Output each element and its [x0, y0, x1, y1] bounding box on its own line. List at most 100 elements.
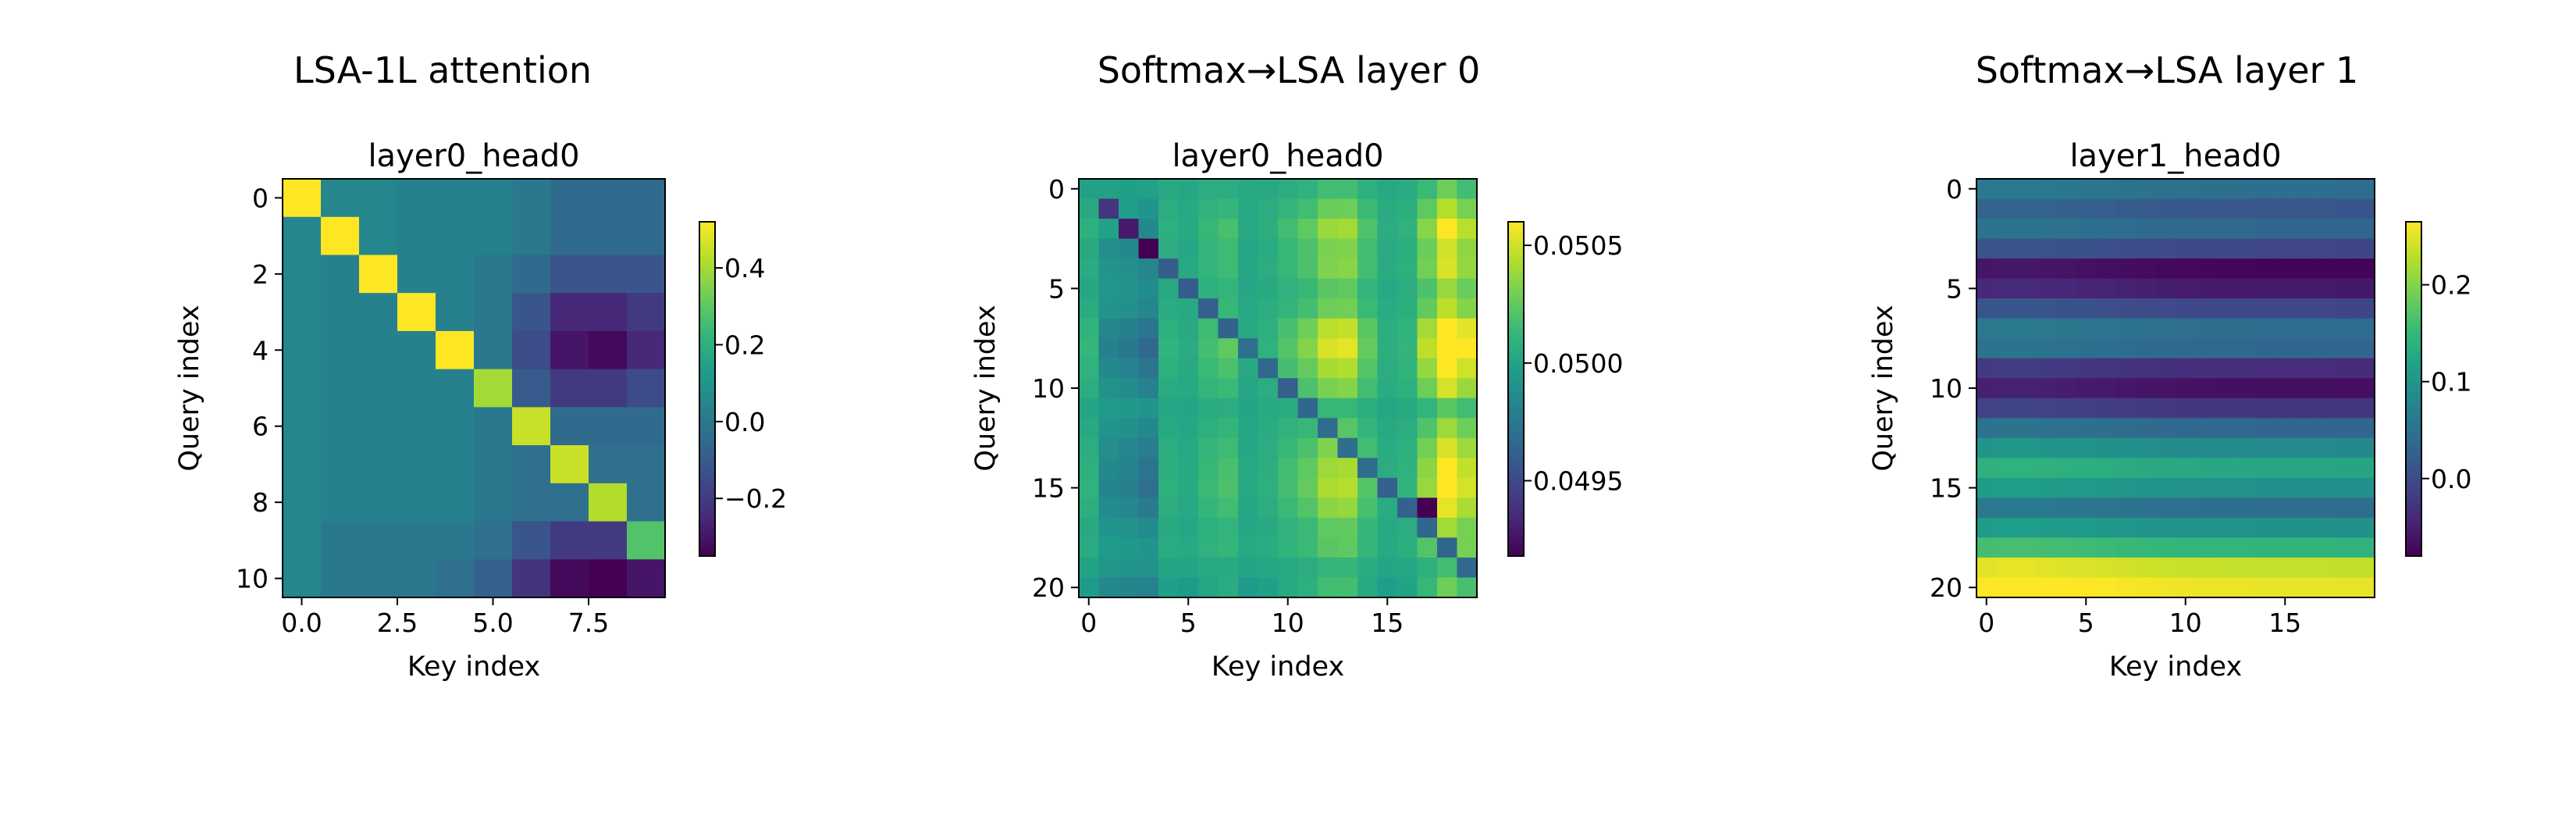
heatmap-cell [1996, 338, 2017, 359]
heatmap-cell [1437, 238, 1458, 259]
axes-title: layer0_head0 [368, 138, 579, 174]
y-axis-label: Query index [174, 305, 205, 471]
heatmap-cell [2354, 219, 2375, 240]
heatmap-cell [2335, 497, 2356, 519]
heatmap-cell [2096, 477, 2117, 498]
panel-title-softmax-lsa-layer-0: Softmax→LSA layer 0 [1098, 49, 1481, 91]
heatmap-cell [2275, 477, 2296, 498]
heatmap-cell [2255, 458, 2276, 479]
heatmap-cell [283, 369, 322, 408]
heatmap-cell [1079, 437, 1100, 458]
heatmap-cell [1278, 378, 1299, 399]
heatmap-cell [1996, 497, 2017, 519]
heatmap-cell [1397, 219, 1418, 240]
heatmap-cell [1397, 398, 1418, 419]
heatmap-cell [2076, 577, 2097, 598]
heatmap-cell [2115, 298, 2137, 319]
heatmap-cell [436, 445, 475, 484]
y-tick-label: 0 [1048, 174, 1065, 205]
heatmap-cell [1976, 198, 1998, 219]
heatmap-cell [589, 179, 628, 218]
heatmap-cell [1258, 398, 1279, 419]
heatmap-cell [1397, 517, 1418, 539]
heatmap-cell [2096, 458, 2117, 479]
heatmap-cell [2155, 219, 2176, 240]
heatmap-cell [512, 255, 551, 294]
heatmap-cell [2314, 318, 2336, 339]
heatmap-cell [2295, 378, 2316, 399]
heatmap-cell [1417, 278, 1438, 299]
heatmap-cell [2176, 378, 2197, 399]
heatmap-cell [1318, 219, 1339, 240]
heatmap-cell [1278, 557, 1299, 579]
heatmap-cell [1278, 318, 1299, 339]
heatmap-cell [1158, 537, 1179, 558]
heatmap-cell [2235, 238, 2256, 259]
heatmap-cell [283, 330, 322, 370]
heatmap-cell [1258, 298, 1279, 319]
heatmap-cell [2136, 437, 2157, 458]
heatmap-cell [1138, 318, 1159, 339]
heatmap-cell [1397, 338, 1418, 359]
heatmap-cell [2275, 179, 2296, 200]
heatmap-cell [1357, 398, 1379, 419]
heatmap-cell [2235, 517, 2256, 539]
heatmap-cell [627, 255, 666, 294]
heatmap-cell [1119, 298, 1140, 319]
heatmap-cell [1158, 437, 1179, 458]
heatmap-cell [436, 407, 475, 446]
heatmap-cell [1417, 238, 1438, 259]
heatmap-cell [2215, 458, 2236, 479]
heatmap-cell [1258, 378, 1279, 399]
heatmap-cell [436, 179, 475, 218]
heatmap-cell [1079, 497, 1100, 519]
colorbar-tick-label: 0.0495 [1533, 466, 1623, 497]
heatmap-cell [1238, 338, 1259, 359]
heatmap-cell [1417, 418, 1438, 439]
heatmap-cell [1218, 258, 1239, 280]
heatmap-cell [1258, 458, 1279, 479]
heatmap-cell [1996, 238, 2017, 259]
heatmap-cell [1397, 238, 1418, 259]
heatmap-cell [1417, 458, 1438, 479]
heatmap-cell [321, 216, 360, 256]
heatmap-cell [589, 559, 628, 598]
heatmap-cell [1158, 298, 1179, 319]
heatmap-cell [2096, 298, 2117, 319]
heatmap-cell [2136, 318, 2157, 339]
heatmap-cell [1098, 198, 1119, 219]
heatmap-cell [1337, 179, 1358, 200]
heatmap-cell [2235, 497, 2256, 519]
heatmap-cell [1258, 219, 1279, 240]
panel-title-lsa-1l-attention: LSA-1L attention [294, 49, 592, 91]
heatmap-cell [1119, 318, 1140, 339]
heatmap-cell [2314, 278, 2336, 299]
heatmap-cell [2235, 278, 2256, 299]
heatmap-cell [1337, 458, 1358, 479]
heatmap-cell [1457, 238, 1478, 259]
heatmap-cell [1238, 477, 1259, 498]
heatmap-cell [589, 445, 628, 484]
heatmap-cell [1976, 278, 1998, 299]
heatmap-cell [1278, 497, 1299, 519]
heatmap-cell [2275, 219, 2296, 240]
heatmap-cell [1397, 298, 1418, 319]
heatmap-cell [359, 255, 398, 294]
heatmap-cell [1119, 577, 1140, 598]
heatmap-cell [1258, 557, 1279, 579]
heatmap-cell [359, 216, 398, 256]
heatmap-cell [1397, 437, 1418, 458]
heatmap-cell [1119, 258, 1140, 280]
heatmap-cell [2255, 577, 2276, 598]
heatmap-cell [1258, 258, 1279, 280]
heatmap-cell [2335, 238, 2356, 259]
heatmap-cell [321, 483, 360, 522]
heatmap-cell [2255, 437, 2276, 458]
heatmap-cell [2056, 179, 2077, 200]
heatmap-cell [1178, 278, 1199, 299]
heatmap-cell [589, 521, 628, 560]
heatmap-cell [2314, 418, 2336, 439]
heatmap-cell [1976, 238, 1998, 259]
heatmap-cell [2155, 497, 2176, 519]
heatmap-cell [2136, 398, 2157, 419]
